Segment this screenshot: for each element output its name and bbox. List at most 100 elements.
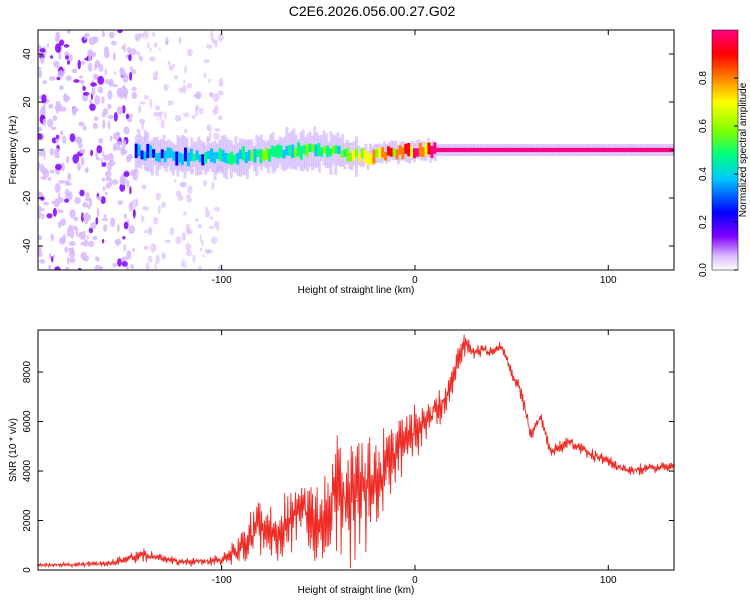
heatmap-signal-cell [488,147,492,153]
heatmap-noise-cell [51,137,57,144]
heatmap-noise-cell [88,214,91,221]
heatmap-noise-cell [78,143,83,149]
heatmap-noise-cell [88,52,92,63]
heatmap-noise-cell [46,213,53,219]
heatmap-signal-cell [250,150,254,162]
snr-data-point [462,341,465,344]
heatmap-signal-cell [659,147,663,153]
heatmap-noise-cell [104,68,107,76]
heatmap-signal-cell [505,147,509,153]
heatmap-noise-cell [90,222,97,230]
heatmap-signal-cell [531,147,535,153]
heatmap-noise-cell [78,121,85,127]
heatmap-signal-cell [386,146,390,156]
heatmap-halo-cell [369,143,372,163]
snr-x-label: Height of straight line (km) [298,585,415,596]
heatmap-noise-cell [68,249,75,258]
heatmap-signal-cell [436,147,440,153]
heatmap-noise-cell [163,253,167,260]
heatmap-noise-cell [185,249,192,257]
heatmap-noise-cell [49,169,55,174]
heatmap-noise-cell [214,67,218,75]
heatmap-noise-cell [214,128,221,132]
heatmap-noise-cell [58,180,66,184]
heatmap-signal-cell [239,149,242,159]
heatmap-noise-cell [109,135,113,142]
heatmap-signal-cell [558,147,561,153]
heatmap-signal-cell [378,147,382,159]
heatmap-signal-cell [537,147,541,153]
heatmap-signal-cell [288,145,292,157]
heatmap-signal-cell [601,147,605,153]
heatmap-signal-cell [439,147,443,153]
snr-data-point [356,499,358,502]
heatmap-noise-cell [50,126,57,131]
heatmap-signal-cell [270,145,274,157]
snr-x-tick-label: 0 [412,575,418,586]
heatmap-noise-cell [101,217,109,222]
heatmap-signal-cell [204,151,208,164]
heatmap-signal-cell [433,142,437,154]
heatmap-y-tick-label: 20 [22,96,33,108]
heatmap-noise-cell [40,176,47,180]
heatmap-signal-cell [578,147,582,153]
heatmap-noise-cell [192,254,196,264]
heatmap-noise-cell [107,90,113,100]
heatmap-signal-cell [627,147,631,153]
heatmap-noise-cell [105,176,111,182]
heatmap-noise-cell [58,50,61,61]
heatmap-signal-cell [276,144,280,159]
heatmap-noise-cell [78,148,86,154]
colorbar-tick-label: 0.2 [698,215,709,229]
snr-data-point [452,378,455,381]
heatmap-noise-cell [48,103,54,109]
heatmap-noise-cell [211,181,215,191]
heatmap-noise-cell [198,108,204,115]
heatmap-noise-cell [104,78,110,85]
heatmap-noise-cell [174,178,177,183]
heatmap-noise-cell [77,59,81,70]
snr-frame [37,329,675,571]
heatmap-signal-cell [297,142,300,157]
heatmap-signal-cell [155,153,158,162]
heatmap-signal-cell [552,147,556,153]
heatmap-noise-cell [55,31,61,42]
heatmap-noise-cell [54,266,61,270]
heatmap-noise-cell [158,204,161,214]
heatmap-noise-cell [65,155,70,164]
heatmap-noise-cell [64,198,70,203]
heatmap-signal-cell [647,147,651,153]
heatmap-signal-cell [381,147,385,158]
heatmap-signal-cell [218,148,222,162]
heatmap-signal-cell [587,147,590,153]
heatmap-signal-cell [485,147,489,153]
snr-x-tick-label: 100 [600,575,617,586]
heatmap-noise-cell [39,192,44,198]
heatmap-noise-cell [90,82,97,87]
heatmap-noise-cell [98,63,104,72]
heatmap-noise-cell [135,36,139,40]
heatmap-noise-cell [198,265,202,270]
heatmap-noise-cell [38,245,42,256]
heatmap-y-label: Frequency (Hz) [8,116,19,185]
heatmap-noise-cell [101,162,107,167]
heatmap-noise-cell [176,180,179,189]
heatmap-signal-cell [424,142,428,156]
heatmap-noise-cell [112,52,116,62]
heatmap-signal-cell [195,150,199,160]
heatmap-noise-cell [101,96,105,104]
snr-data-point [501,346,503,349]
heatmap-noise-cell [42,118,47,127]
heatmap-noise-cell [39,48,46,53]
heatmap-noise-cell [59,218,66,226]
heatmap-noise-cell [46,43,49,48]
heatmap-signal-cell [334,145,338,154]
snr-data-point [481,349,484,351]
heatmap-noise-cell [203,72,207,78]
heatmap-noise-cell [125,265,129,270]
heatmap-noise-cell [186,229,193,235]
heatmap-noise-cell [149,56,156,62]
heatmap-signal-cell [404,143,408,154]
heatmap-noise-cell [55,138,60,143]
